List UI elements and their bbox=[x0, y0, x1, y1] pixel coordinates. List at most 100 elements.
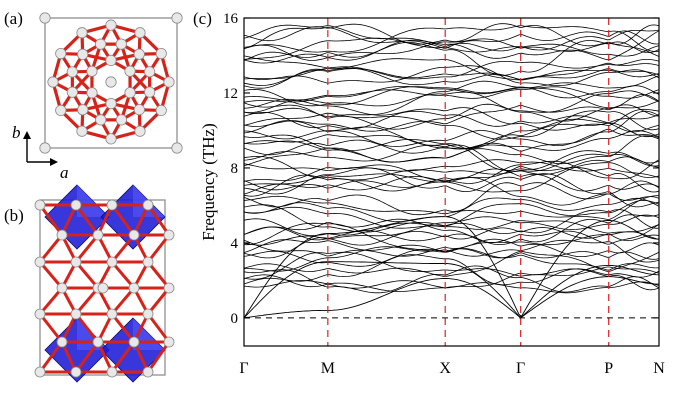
atom bbox=[76, 27, 88, 39]
atom-set bbox=[39, 12, 183, 154]
optical-branch bbox=[244, 122, 660, 149]
atom bbox=[105, 76, 117, 88]
atom bbox=[106, 366, 118, 378]
atom bbox=[56, 336, 68, 348]
panel-a-label: (a) bbox=[4, 9, 23, 28]
bond bbox=[38, 286, 64, 316]
optical-branch bbox=[243, 168, 660, 192]
atom bbox=[105, 19, 117, 31]
atom bbox=[171, 12, 183, 24]
plot-frame bbox=[243, 17, 660, 347]
atom bbox=[95, 114, 107, 126]
optical-branch bbox=[243, 159, 660, 184]
optical-branch bbox=[243, 195, 660, 220]
bond bbox=[60, 203, 78, 237]
optical-branch bbox=[243, 104, 660, 134]
bond bbox=[38, 340, 64, 374]
bond bbox=[146, 233, 171, 264]
optical-branch bbox=[243, 182, 660, 216]
optical-branch bbox=[243, 110, 660, 130]
atom bbox=[124, 65, 136, 77]
atom bbox=[34, 256, 46, 268]
bond-network-b bbox=[38, 203, 171, 374]
atom-set-b bbox=[34, 199, 175, 378]
optical-branch bbox=[243, 86, 660, 101]
bond bbox=[146, 312, 171, 344]
atom bbox=[134, 27, 146, 39]
atom bbox=[133, 104, 145, 116]
unit-cell-outline bbox=[44, 17, 178, 149]
y-axis-ticks: 0 4 8 12 16 bbox=[223, 11, 659, 327]
atom bbox=[142, 199, 154, 211]
optical-branch bbox=[243, 265, 660, 294]
atom bbox=[128, 282, 140, 294]
bond bbox=[132, 203, 150, 237]
atom bbox=[144, 66, 156, 78]
bond bbox=[74, 203, 100, 237]
y-tick-label: 12 bbox=[223, 86, 238, 102]
bond bbox=[146, 203, 171, 237]
atom bbox=[155, 47, 167, 60]
optical-branch bbox=[243, 98, 660, 131]
optical-branch bbox=[243, 25, 660, 53]
atom bbox=[76, 125, 88, 137]
atom bbox=[70, 308, 82, 320]
optical-branch bbox=[243, 94, 660, 130]
optical-branch bbox=[243, 218, 660, 236]
optical-branch bbox=[243, 75, 660, 103]
atom bbox=[70, 256, 82, 268]
atom bbox=[47, 76, 59, 88]
atom bbox=[34, 308, 46, 320]
panel-c-label: (c) bbox=[193, 9, 212, 28]
atom bbox=[86, 87, 98, 99]
panel-a: (a) bbox=[4, 9, 183, 154]
x-tick-label: X bbox=[439, 360, 451, 377]
atom bbox=[92, 229, 104, 241]
atom bbox=[115, 38, 127, 50]
x-tick-label: P bbox=[604, 360, 613, 377]
optical-branch bbox=[243, 197, 660, 222]
optical-branch bbox=[243, 222, 660, 253]
atom bbox=[39, 142, 51, 154]
atom bbox=[134, 125, 146, 137]
atom bbox=[128, 336, 140, 348]
atom bbox=[163, 336, 175, 348]
optical-branch bbox=[243, 250, 660, 277]
optical-branch bbox=[243, 86, 660, 109]
atom bbox=[105, 97, 117, 110]
atom bbox=[163, 76, 175, 88]
optical-branch bbox=[243, 62, 660, 86]
bond bbox=[110, 312, 136, 344]
bond bbox=[110, 203, 136, 237]
acoustic-branch bbox=[243, 276, 659, 319]
optical-branch bbox=[243, 214, 660, 246]
optical-branch bbox=[243, 23, 660, 47]
atom bbox=[128, 229, 140, 241]
optical-branch bbox=[243, 199, 660, 229]
atom bbox=[55, 47, 67, 60]
optical-branch bbox=[243, 218, 660, 245]
y-axis-label: Frequency (THz) bbox=[199, 123, 218, 241]
bond bbox=[60, 340, 78, 374]
optical-branch bbox=[243, 239, 660, 260]
bond bbox=[38, 312, 64, 344]
bond bbox=[110, 233, 136, 264]
axis-b-label: b bbox=[12, 123, 21, 142]
atom bbox=[142, 308, 154, 320]
band-lines bbox=[243, 23, 660, 319]
atom bbox=[142, 256, 154, 268]
symmetry-lines bbox=[327, 18, 610, 346]
optical-branch bbox=[243, 159, 660, 178]
axis-a-label: a bbox=[60, 163, 69, 182]
y-tick-label: 4 bbox=[231, 236, 239, 252]
atom bbox=[66, 86, 78, 98]
atom bbox=[77, 104, 89, 116]
optical-branch bbox=[243, 167, 660, 208]
bond bbox=[146, 260, 171, 290]
atom bbox=[39, 12, 51, 24]
atom bbox=[92, 336, 104, 348]
x-tick-label: N bbox=[653, 360, 665, 377]
y-tick-label: 8 bbox=[231, 161, 239, 177]
